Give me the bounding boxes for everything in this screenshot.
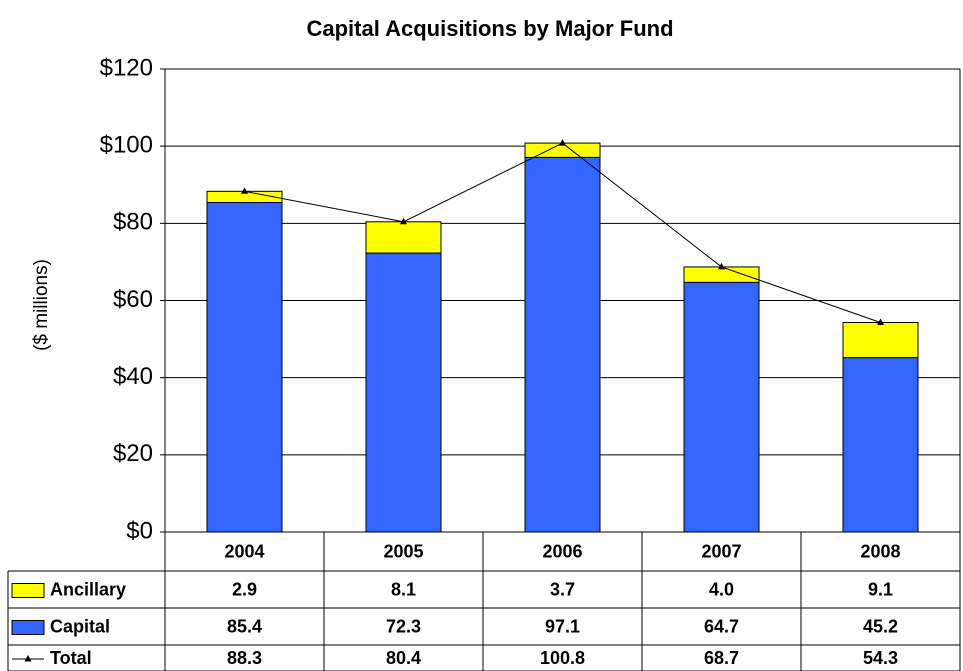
table-value: 97.1 bbox=[545, 616, 580, 636]
y-tick-label: $0 bbox=[126, 517, 153, 544]
x-tick-label: 2006 bbox=[542, 541, 582, 561]
table-value: 4.0 bbox=[709, 579, 734, 599]
bar-segment bbox=[524, 156, 601, 533]
legend-key-marker bbox=[24, 655, 32, 662]
table-value: 54.3 bbox=[863, 648, 898, 668]
table-value: 45.2 bbox=[863, 616, 898, 636]
x-tick-label: 2004 bbox=[224, 541, 264, 561]
legend-label: Capital bbox=[50, 616, 110, 636]
bar-segment bbox=[842, 321, 919, 359]
table-value: 8.1 bbox=[391, 579, 416, 599]
table-value: 68.7 bbox=[704, 648, 739, 668]
table-value: 85.4 bbox=[227, 616, 262, 636]
legend-label: Total bbox=[50, 648, 92, 668]
table-value: 88.3 bbox=[227, 648, 262, 668]
y-tick-label: $60 bbox=[113, 286, 153, 313]
table-value: 72.3 bbox=[386, 616, 421, 636]
y-tick-label: $20 bbox=[113, 440, 153, 467]
bar-segment bbox=[206, 201, 283, 533]
legend-label: Ancillary bbox=[50, 579, 126, 599]
y-axis-label: ($ millions) bbox=[31, 259, 52, 351]
table-value: 2.9 bbox=[232, 579, 257, 599]
x-tick-label: 2005 bbox=[383, 541, 423, 561]
table-value: 64.7 bbox=[704, 616, 739, 636]
x-tick-label: 2007 bbox=[701, 541, 741, 561]
legend-key bbox=[11, 620, 45, 635]
y-tick-label: $80 bbox=[113, 209, 153, 236]
table-value: 100.8 bbox=[540, 648, 585, 668]
line-marker bbox=[400, 217, 407, 225]
line-marker bbox=[559, 139, 566, 146]
y-tick-label: $100 bbox=[100, 132, 153, 159]
table-value: 3.7 bbox=[550, 579, 575, 599]
y-tick-label: $120 bbox=[100, 54, 153, 81]
line-marker bbox=[241, 187, 248, 194]
x-tick-label: 2008 bbox=[860, 541, 900, 561]
bar-segment bbox=[683, 281, 760, 533]
table-value: 80.4 bbox=[386, 648, 421, 668]
y-tick-label: $40 bbox=[113, 363, 153, 390]
bar-segment bbox=[365, 252, 442, 533]
bar-segment bbox=[365, 221, 442, 254]
line-marker bbox=[877, 318, 884, 325]
bar-segment bbox=[842, 357, 919, 533]
line-marker bbox=[718, 262, 725, 270]
legend-key bbox=[11, 583, 45, 598]
table-value: 9.1 bbox=[868, 579, 893, 599]
chart-title: Capital Acquisitions by Major Fund bbox=[306, 16, 673, 41]
